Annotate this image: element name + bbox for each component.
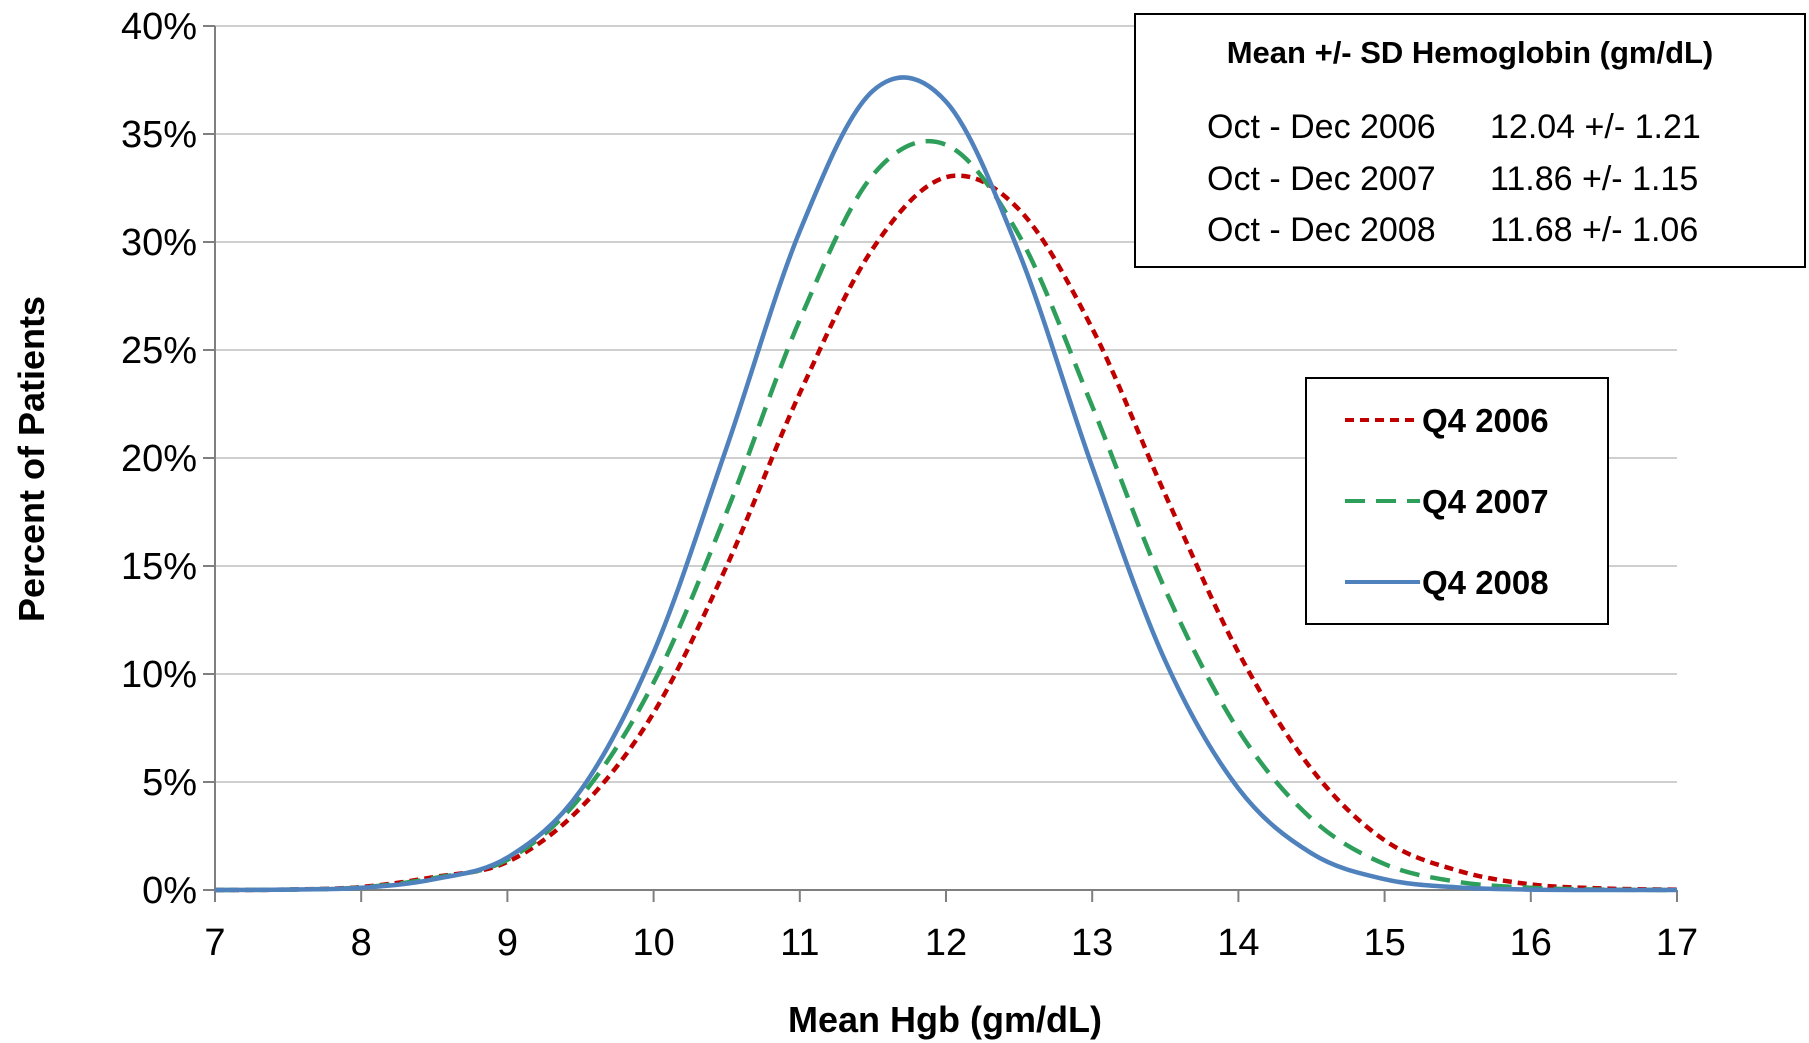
y-tick-label: 40% bbox=[121, 6, 197, 48]
x-axis-title: Mean Hgb (gm/dL) bbox=[788, 999, 1102, 1040]
y-tick-label: 25% bbox=[121, 330, 197, 372]
y-axis-title: Percent of Patients bbox=[11, 296, 52, 622]
y-tick-label: 35% bbox=[121, 114, 197, 156]
legend-label-q4-2006: Q4 2006 bbox=[1422, 402, 1549, 439]
y-tick-label: 5% bbox=[142, 762, 197, 804]
x-tick-label: 14 bbox=[1217, 922, 1259, 964]
legend-label-q4-2007: Q4 2007 bbox=[1422, 483, 1549, 520]
x-tick-label: 13 bbox=[1071, 922, 1113, 964]
x-tick-label: 16 bbox=[1510, 922, 1552, 964]
x-tick-label: 11 bbox=[780, 922, 819, 964]
x-tick-label: 9 bbox=[497, 922, 518, 964]
x-tick-label: 7 bbox=[204, 922, 225, 964]
y-tick-label: 10% bbox=[121, 654, 197, 696]
x-tick-label: 8 bbox=[351, 922, 372, 964]
y-tick-label: 0% bbox=[142, 870, 197, 912]
series-line-q4-2008 bbox=[214, 75, 1678, 893]
stats-row-value: 11.86 +/- 1.15 bbox=[1490, 160, 1698, 198]
stats-box: Mean +/- SD Hemoglobin (gm/dL) Oct - Dec… bbox=[1134, 13, 1806, 268]
stats-row-value: 12.04 +/- 1.21 bbox=[1490, 108, 1701, 146]
legend-label-q4-2008: Q4 2008 bbox=[1422, 564, 1549, 601]
y-tick-label: 30% bbox=[121, 222, 197, 264]
legend: Q4 2006 Q4 2007 Q4 2008 bbox=[1305, 377, 1609, 625]
x-tick-label: 17 bbox=[1656, 922, 1698, 964]
x-tick-label: 15 bbox=[1363, 922, 1405, 964]
y-tick-label: 15% bbox=[121, 546, 197, 588]
x-tick-label: 12 bbox=[925, 922, 967, 964]
y-tick-label: 20% bbox=[121, 438, 197, 480]
stats-row-period: Oct - Dec 2008 bbox=[1207, 211, 1436, 249]
x-tick-label: 10 bbox=[632, 922, 674, 964]
stats-box-title: Mean +/- SD Hemoglobin (gm/dL) bbox=[1227, 35, 1714, 70]
stats-box-frame bbox=[1134, 13, 1806, 268]
stats-row-value: 11.68 +/- 1.06 bbox=[1490, 211, 1698, 249]
stats-row-period: Oct - Dec 2007 bbox=[1207, 160, 1436, 198]
stats-row-period: Oct - Dec 2006 bbox=[1207, 108, 1436, 146]
